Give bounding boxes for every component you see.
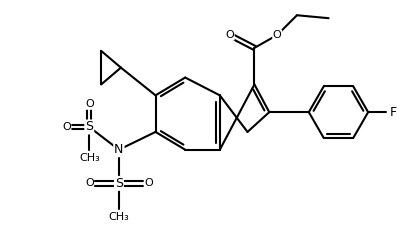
Text: O: O bbox=[225, 30, 234, 40]
Text: O: O bbox=[272, 30, 281, 40]
Text: F: F bbox=[389, 106, 396, 119]
Text: O: O bbox=[85, 178, 94, 188]
Text: CH₃: CH₃ bbox=[108, 212, 129, 222]
Text: CH₃: CH₃ bbox=[79, 153, 99, 163]
Text: O: O bbox=[144, 178, 153, 188]
Text: S: S bbox=[85, 120, 93, 134]
Text: N: N bbox=[114, 143, 123, 156]
Text: O: O bbox=[85, 99, 94, 109]
Text: S: S bbox=[115, 177, 123, 190]
Text: O: O bbox=[62, 122, 71, 132]
